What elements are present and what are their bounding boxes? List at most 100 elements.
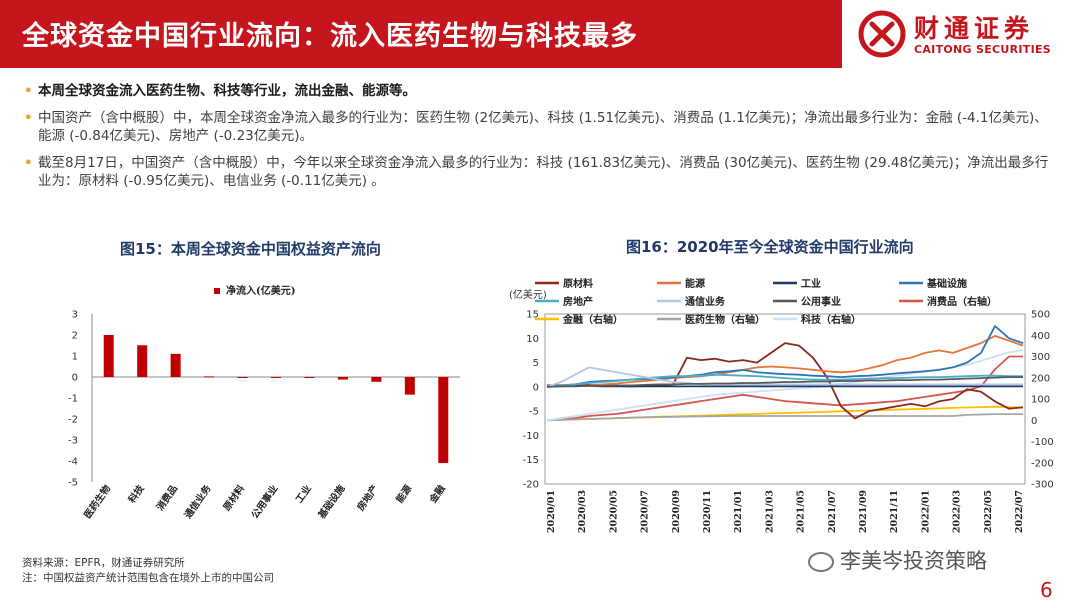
header-bar: 全球资金中国行业流向：流入医药生物与科技最多 财通证券 CAITONG SECU… (0, 0, 1080, 68)
y-tick-label: -5 (529, 407, 539, 418)
legend-swatch (214, 288, 220, 294)
bar (438, 377, 449, 464)
chart15-title: 图15：本周全球资金中国权益资产流向 (120, 240, 381, 258)
y-tick-label: 2 (72, 331, 78, 342)
x-category-label: 科技 (126, 482, 147, 505)
y2-tick-label: 500 (1031, 310, 1050, 321)
y-tick-label: -5 (68, 478, 78, 489)
series-line (546, 335, 1024, 388)
bar (170, 353, 181, 377)
y-tick-label: -15 (523, 455, 539, 466)
x-category-label: 基础设施 (315, 482, 347, 521)
watermark: 李美岑投资策略 (808, 545, 987, 575)
logo-icon (858, 10, 906, 58)
y-tick-label: -20 (523, 480, 539, 491)
y2-tick-label: -100 (1031, 437, 1054, 448)
x-category-label: 消费品 (154, 483, 180, 513)
watermark-text: 李美岑投资策略 (840, 549, 987, 573)
x-category-label: 工业 (293, 482, 314, 505)
x-tick-label: 2022/01 (920, 490, 931, 533)
bar-chart-weekly-flows: 3 2 1 0 -1 -2 -3 -4 -5 净流入(亿美元) 医药生物 科技 消费品 通信业务 原材料 公用… (68, 284, 460, 522)
brand-logo: 财通证券 CAITONG SECURITIES (842, 0, 1080, 68)
chart16-title: 图16：2020年至今全球资金中国行业流向 (626, 238, 914, 256)
x-tick-label: 2020/01 (546, 490, 557, 533)
page-number: 6 (1040, 578, 1053, 602)
bullet-point: 本周全球资金流入医药生物、科技等行业，流出金融、能源等。 (24, 82, 1054, 100)
bar (204, 376, 215, 378)
series-line (546, 413, 1023, 422)
legend-label: 通信业务 (685, 295, 726, 308)
bar (237, 377, 248, 378)
y-tick-label: -10 (523, 431, 539, 442)
y-tick-label: 10 (526, 334, 539, 345)
y-axis-unit: (亿美元) (509, 288, 547, 301)
page-title: 全球资金中国行业流向：流入医药生物与科技最多 (22, 21, 638, 52)
legend-label: 公用事业 (801, 295, 841, 308)
bar (404, 377, 415, 395)
x-tick-label: 2020/07 (640, 490, 651, 533)
x-tick-label: 2022/03 (952, 490, 963, 533)
y-tick-label: 5 (533, 358, 539, 369)
x-tick-label: 2021/09 (858, 490, 869, 534)
x-tick-label: 2020/09 (671, 490, 682, 534)
line-chart-cumulative-flows: (亿美元) 15 10 5 0 -5 -10 -15 -20 500 400 300 200 100 0 -1… (509, 277, 1054, 534)
y2-tick-label: 0 (1031, 416, 1037, 427)
legend-label: 原材料 (563, 277, 593, 290)
bar (337, 377, 348, 380)
series-line (546, 376, 1023, 388)
y2-tick-label: 100 (1031, 395, 1050, 406)
legend-label: 金融（右轴） (562, 313, 623, 326)
x-tick-label: 2022/05 (983, 490, 994, 533)
x-tick-label: 2021/07 (827, 490, 838, 533)
series-line (547, 384, 1023, 388)
x-category-label: 房地产 (355, 482, 381, 513)
x-category-label: 金融 (426, 482, 448, 506)
y2-tick-label: -200 (1031, 458, 1054, 469)
y-tick-label: 0 (72, 373, 78, 384)
legend-label: 消费品（右轴） (927, 295, 997, 308)
bar (103, 335, 114, 377)
legend-label: 科技（右轴） (801, 313, 861, 326)
x-tick-label: 2020/03 (577, 490, 588, 533)
x-tick-label: 2020/05 (608, 490, 619, 533)
x-tick-label: 2022/07 (1014, 490, 1025, 533)
plot-frame (544, 313, 1026, 485)
bullet-point: 中国资产（含中概股）中，本周全球资金净流入最多的行业为：医药生物 (2亿美元)、… (24, 109, 1054, 145)
legend-label: 能源 (685, 277, 705, 290)
source-line: 资料来源：EPFR，财通证券研究所 (22, 557, 185, 569)
series-line (546, 355, 1023, 422)
y2-tick-label: 200 (1031, 373, 1050, 384)
bar (137, 345, 148, 377)
y-tick-label: -2 (68, 415, 78, 426)
x-category-label: 原材料 (221, 482, 247, 513)
y-tick-label: -4 (68, 457, 78, 468)
bar (271, 377, 281, 378)
y-tick-label: 0 (533, 382, 539, 393)
y2-tick-label: -300 (1031, 480, 1054, 491)
x-tick-label: 2021/05 (796, 490, 807, 533)
bar (371, 377, 382, 382)
x-category-label: 能源 (394, 482, 415, 505)
y-tick-label: 3 (72, 310, 78, 321)
y-tick-label: -1 (68, 394, 78, 405)
y2-tick-label: 400 (1031, 331, 1050, 342)
legend-label: 基础设施 (926, 277, 967, 290)
logo-text-cn: 财通证券 (914, 14, 1035, 43)
legend-label: 医药生物（右轴） (685, 313, 765, 326)
x-tick-label: 2021/01 (733, 490, 744, 533)
x-category-label: 公用事业 (249, 482, 281, 520)
series-line (546, 366, 1023, 388)
x-tick-label: 2021/03 (764, 490, 775, 533)
source-notes: 资料来源：EPFR，财通证券研究所 注：中国权益资产统计范围包含在境外上市的中国… (22, 556, 274, 586)
y-tick-label: -3 (68, 436, 78, 447)
legend-label: 净流入(亿美元) (226, 284, 295, 297)
series-line (546, 373, 1023, 388)
summary-bullets: 本周全球资金流入医药生物、科技等行业，流出金融、能源等。 中国资产（含中概股）中… (24, 82, 1054, 199)
x-tick-label: 2021/11 (889, 490, 900, 533)
wechat-icon (808, 552, 834, 572)
y2-tick-label: 300 (1031, 352, 1050, 363)
x-tick-label: 2020/11 (702, 490, 713, 533)
bullet-point: 截至8月17日，中国资产（含中概股）中，今年以来全球资金净流入最多的行业为：科技… (24, 154, 1054, 190)
legend-label: 工业 (801, 277, 821, 290)
y-tick-label: 15 (526, 310, 539, 321)
